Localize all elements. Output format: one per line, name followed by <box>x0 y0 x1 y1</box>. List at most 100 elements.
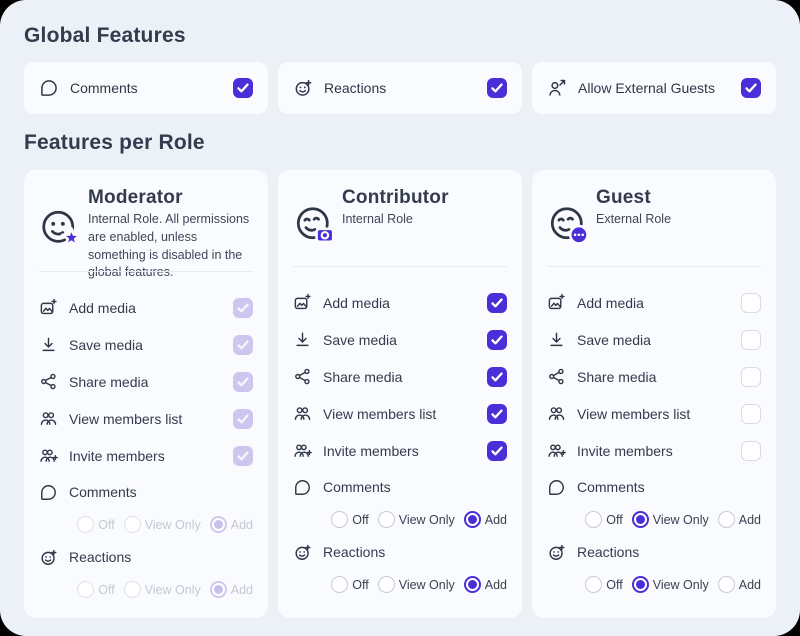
global-feature-label: Allow External Guests <box>578 80 715 96</box>
view-members-checkbox[interactable] <box>741 403 761 424</box>
view-members-checkbox[interactable] <box>487 403 507 424</box>
radio-label: Off <box>98 517 115 532</box>
radio-add[interactable]: Add <box>209 581 253 598</box>
comments-radio-head: Comments <box>547 469 761 505</box>
invite-members-checkbox[interactable] <box>233 445 253 466</box>
radio-circle <box>123 581 141 598</box>
add-media-checkbox[interactable] <box>233 297 253 318</box>
radio-label: View Only <box>144 582 201 597</box>
feature-row-save-media: Save media <box>547 321 761 358</box>
reaction-add-icon <box>293 78 313 98</box>
radio-circle <box>331 511 349 528</box>
role-card-guest: Guest External Role Add media Save media <box>532 170 776 618</box>
radio-circle <box>377 576 395 593</box>
radio-circle <box>209 581 227 598</box>
share-media-checkbox[interactable] <box>741 366 761 387</box>
reactions-radio-head: Reactions <box>547 534 761 570</box>
feature-row-view-members: View members list <box>39 400 253 437</box>
radio-add[interactable]: Add <box>717 511 761 528</box>
radio-view-only[interactable]: View Only <box>631 511 709 528</box>
add-media-checkbox[interactable] <box>741 292 761 313</box>
comments-checkbox[interactable] <box>233 78 253 98</box>
roles-row: Moderator Internal Role. All permissions… <box>24 170 776 618</box>
radio-off[interactable]: Off <box>585 511 623 528</box>
reactions-checkbox[interactable] <box>487 78 507 98</box>
comments-radio-row: Off View Only Add <box>39 510 253 539</box>
radio-circle <box>717 511 735 528</box>
radio-add[interactable]: Add <box>463 576 507 593</box>
global-feature-label: Reactions <box>324 80 387 96</box>
role-title: Contributor <box>342 187 449 208</box>
members-icon <box>293 404 312 423</box>
radio-off[interactable]: Off <box>77 516 115 533</box>
save-media-checkbox[interactable] <box>487 329 507 350</box>
reactions-radio-head: Reactions <box>39 539 253 575</box>
save-media-icon <box>39 335 58 354</box>
share-media-checkbox[interactable] <box>233 371 253 392</box>
save-media-checkbox[interactable] <box>233 334 253 355</box>
global-feature-card-comments: Comments <box>24 62 268 114</box>
radio-label: Off <box>606 512 623 527</box>
radio-group-label: Comments <box>323 479 391 495</box>
add-media-checkbox[interactable] <box>487 292 507 313</box>
radio-label: Off <box>352 577 369 592</box>
radio-label: Off <box>606 577 623 592</box>
feature-label: Invite members <box>577 442 673 459</box>
radio-off[interactable]: Off <box>331 511 369 528</box>
feature-row-add-media: Add media <box>293 284 507 321</box>
feature-row-invite-members: Invite members <box>547 432 761 469</box>
radio-group-label: Reactions <box>323 544 386 560</box>
add-media-icon <box>293 293 312 312</box>
radio-view-only[interactable]: View Only <box>123 516 201 533</box>
reaction-add-icon <box>39 548 58 567</box>
allow-external-guests-checkbox[interactable] <box>741 78 761 98</box>
reactions-radio-row: Off View Only Add <box>293 570 507 599</box>
feature-row-share-media: Share media <box>293 358 507 395</box>
reactions-radio-row: Off View Only Add <box>39 575 253 604</box>
feature-row-add-media: Add media <box>39 289 253 326</box>
radio-circle <box>463 511 481 528</box>
feature-label: Share media <box>323 368 403 385</box>
global-features-title: Global Features <box>24 24 186 47</box>
global-feature-card-reactions: Reactions <box>278 62 522 114</box>
invite-members-checkbox[interactable] <box>741 440 761 461</box>
members-icon <box>39 409 58 428</box>
feature-row-add-media: Add media <box>547 284 761 321</box>
invite-members-checkbox[interactable] <box>487 440 507 461</box>
share-media-checkbox[interactable] <box>487 366 507 387</box>
radio-view-only[interactable]: View Only <box>123 581 201 598</box>
members-icon <box>547 404 566 423</box>
radio-off[interactable]: Off <box>77 581 115 598</box>
global-feature-label: Comments <box>70 80 138 96</box>
role-description: Internal Role. All permissions are enabl… <box>88 212 250 280</box>
radio-add[interactable]: Add <box>717 576 761 593</box>
feature-label: Add media <box>323 294 390 311</box>
radio-view-only[interactable]: View Only <box>377 511 455 528</box>
radio-view-only[interactable]: View Only <box>377 576 455 593</box>
share-media-icon <box>39 372 58 391</box>
radio-circle <box>77 516 95 533</box>
feature-label: Add media <box>69 299 136 316</box>
comments-radio-row: Off View Only Add <box>547 505 761 534</box>
view-members-checkbox[interactable] <box>233 408 253 429</box>
role-header: Contributor Internal Role <box>293 186 507 266</box>
role-title: Guest <box>596 187 651 208</box>
reaction-add-icon <box>293 543 312 562</box>
invite-members-icon <box>39 446 58 465</box>
save-media-checkbox[interactable] <box>741 329 761 350</box>
feature-label: Invite members <box>69 447 165 464</box>
radio-off[interactable]: Off <box>331 576 369 593</box>
radio-add[interactable]: Add <box>463 511 507 528</box>
comment-icon <box>547 478 566 497</box>
share-media-icon <box>547 367 566 386</box>
add-media-icon <box>39 298 58 317</box>
radio-off[interactable]: Off <box>585 576 623 593</box>
feature-label: Save media <box>577 331 651 348</box>
radio-circle <box>717 576 735 593</box>
radio-label: Add <box>738 512 761 527</box>
radio-view-only[interactable]: View Only <box>631 576 709 593</box>
reactions-radio-row: Off View Only Add <box>547 570 761 599</box>
role-feature-list: Add media Save media Share media View me… <box>547 267 761 599</box>
radio-add[interactable]: Add <box>209 516 253 533</box>
